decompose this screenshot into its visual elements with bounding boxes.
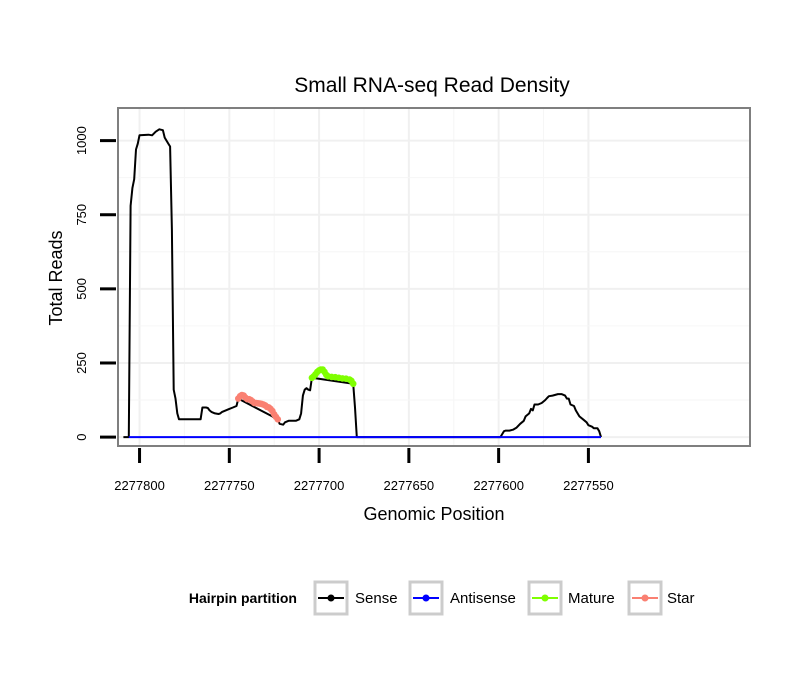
y-axis-label: Total Reads [46,230,66,325]
x-tick-label: 2277800 [114,478,165,493]
x-tick-label: 2277750 [204,478,255,493]
legend-title: Hairpin partition [189,590,297,606]
y-tick-label: 750 [74,204,89,226]
axes: 2277800 2277750 2277700 2277650 2277600 22775… [74,126,614,493]
plot-border [117,107,751,447]
series-layer [123,128,602,439]
series-line-sense [123,128,602,439]
x-tick-label: 2277700 [294,478,345,493]
legend-label-sense: Sense [355,590,398,607]
plot-panel [118,108,750,446]
legend-label-star: Star [667,590,695,607]
legend-label-mature: Mature [568,590,615,607]
data-point-mature [349,380,357,388]
y-tick-label: 1000 [74,126,89,155]
data-point-star [274,416,282,423]
legend-key-point [641,594,649,602]
y-tick-label: 500 [74,278,89,300]
x-tick-label: 2277650 [384,478,435,493]
y-tick-label: 250 [74,352,89,374]
y-tick-label: 0 [74,433,89,440]
legend: Hairpin partition Sense Antisense Mature St… [189,580,695,616]
legend-key-point [422,594,430,602]
x-axis-label: Genomic Position [363,504,504,524]
x-tick-label: 2277600 [473,478,524,493]
x-tick-label: 2277550 [563,478,614,493]
legend-key-point [541,594,549,602]
chart-title: Small RNA-seq Read Density [294,74,570,97]
grid-lines [118,108,750,446]
legend-label-antisense: Antisense [450,590,516,607]
legend-key-point [327,594,335,602]
